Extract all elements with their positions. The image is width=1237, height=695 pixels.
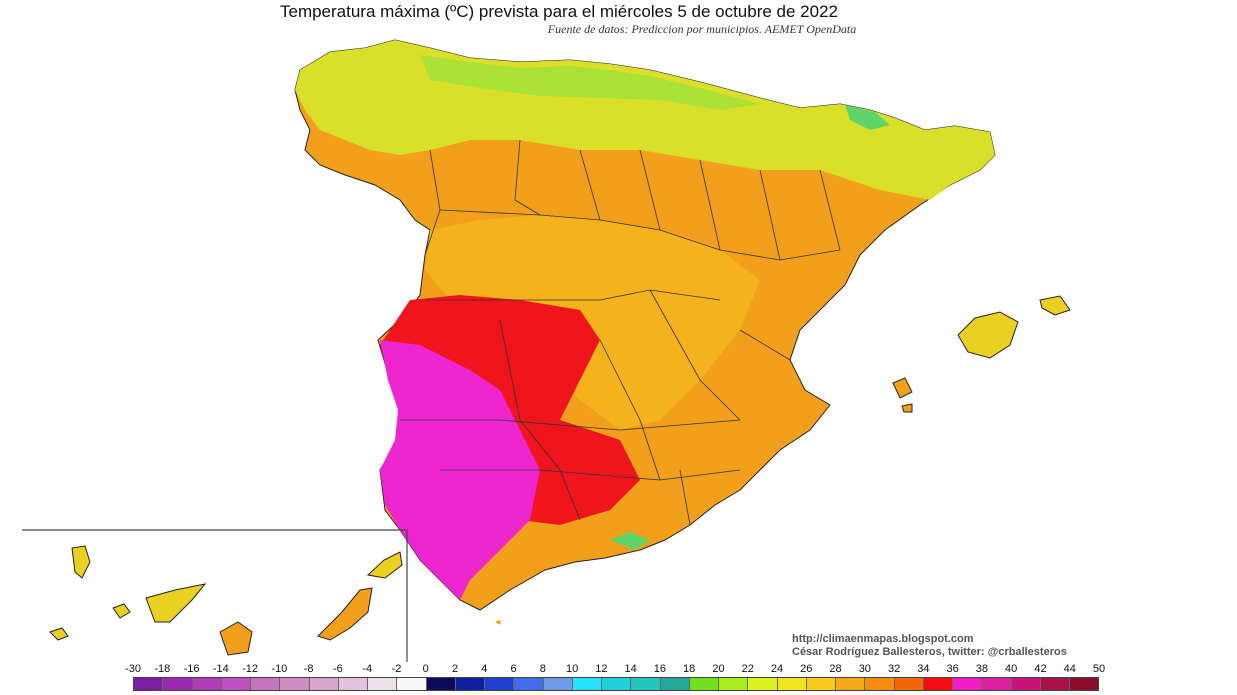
map-title: Temperatura máxima (ºC) prevista para el… — [279, 2, 839, 21]
legend-tick: 16 — [653, 663, 667, 675]
legend-swatch — [485, 678, 515, 690]
legend-tick: -8 — [303, 663, 314, 675]
legend-swatch — [368, 678, 398, 690]
legend-tick: 12 — [595, 663, 608, 675]
legend-tick: 28 — [829, 663, 842, 675]
legend-swatch — [1070, 678, 1099, 690]
legend-swatch — [134, 678, 164, 690]
legend-swatch — [719, 678, 749, 690]
legend-swatch — [163, 678, 193, 690]
tenerife-shape — [145, 583, 207, 623]
legend-tick: 44 — [1063, 663, 1076, 675]
gran-canaria-shape — [219, 621, 253, 656]
province-borders — [400, 139, 841, 526]
legend-tick: 14 — [624, 663, 637, 675]
canary-inset-frame — [22, 529, 408, 662]
legend-tick: -18 — [154, 663, 171, 675]
legend-tick: -14 — [212, 663, 229, 675]
legend-tick: 10 — [565, 663, 579, 675]
credit-author: César Rodríguez Ballesteros, twitter: @c… — [792, 646, 1067, 658]
legend-swatch — [251, 678, 281, 690]
central-orange — [425, 215, 760, 430]
legend-tick: 30 — [858, 663, 871, 675]
formentera-shape — [901, 403, 913, 413]
legend-swatch — [455, 678, 485, 690]
legend-tick: -30 — [125, 663, 141, 675]
legend-swatch — [865, 678, 895, 690]
legend-tick: -4 — [362, 663, 373, 675]
legend-swatch — [982, 678, 1012, 690]
legend-tick: 50 — [1092, 663, 1106, 675]
legend-swatch — [192, 678, 222, 690]
legend-color-bar — [133, 677, 1099, 691]
legend-tick: 8 — [539, 663, 546, 675]
legend-swatch — [894, 678, 924, 690]
legend-swatch — [514, 678, 544, 690]
legend-tick: 22 — [741, 663, 754, 675]
legend-swatch — [309, 678, 339, 690]
legend-swatch — [397, 678, 427, 690]
map-subtitle: Fuente de datos: Prediccion por municipi… — [547, 22, 857, 36]
legend-tick: 4 — [481, 663, 488, 675]
legend-swatch — [602, 678, 632, 690]
menorca-shape — [1039, 295, 1071, 316]
legend-tick: -10 — [271, 663, 288, 675]
legend-swatch — [777, 678, 807, 690]
legend-tick: 34 — [917, 663, 930, 675]
legend-swatch — [660, 678, 690, 690]
legend-swatch — [806, 678, 836, 690]
legend-tick: -12 — [242, 663, 259, 675]
legend-tick: 26 — [800, 663, 813, 675]
legend-swatch — [338, 678, 368, 690]
north-coast-green — [420, 55, 760, 110]
legend-tick: -2 — [391, 663, 402, 675]
legend-tick: 36 — [946, 663, 959, 675]
legend-tick: 20 — [712, 663, 725, 675]
legend-swatch — [1040, 678, 1070, 690]
legend-swatch — [280, 678, 310, 690]
el-hierro-shape — [49, 627, 69, 641]
legend-tick: 32 — [887, 663, 901, 675]
legend-swatch — [953, 678, 983, 690]
legend-tick: 2 — [451, 663, 459, 675]
legend-tick-labels: -30 -18 -16 -14 -12 -10 -8 -6 -4 -2 0 2 4 6 8 10 12 14 16 1… — [125, 663, 1105, 677]
sierra-nevada-cool — [610, 532, 650, 550]
legend-swatch — [1011, 678, 1041, 690]
legend-swatch — [836, 678, 866, 690]
fuerteventura-shape — [317, 587, 373, 641]
legend-tick: 24 — [770, 663, 784, 675]
ibiza-shape — [892, 377, 913, 399]
legend-swatch — [689, 678, 719, 690]
legend-swatch — [543, 678, 573, 690]
legend-swatch — [572, 678, 602, 690]
legend-swatch — [748, 678, 778, 690]
legend-tick: 6 — [510, 663, 517, 675]
pyrenees-cool — [845, 105, 890, 130]
legend-tick: 18 — [683, 663, 696, 675]
legend-swatch — [426, 678, 456, 690]
legend-tick: -6 — [333, 663, 343, 675]
la-gomera-shape — [112, 603, 131, 619]
legend-tick: 0 — [422, 663, 429, 675]
mallorca-shape — [957, 311, 1019, 359]
ceuta-shape — [495, 620, 501, 625]
legend-tick: -16 — [183, 663, 200, 675]
legend-swatch — [923, 678, 953, 690]
legend-swatch — [221, 678, 251, 690]
legend-tick: 42 — [1034, 663, 1047, 675]
la-palma-shape — [71, 545, 91, 579]
credit-url: http://climaenmapas.blogspot.com — [792, 633, 974, 645]
legend-tick: 38 — [975, 663, 989, 675]
legend-tick: 40 — [1005, 663, 1018, 675]
legend-swatch — [631, 678, 661, 690]
lanzarote-shape — [366, 551, 403, 579]
